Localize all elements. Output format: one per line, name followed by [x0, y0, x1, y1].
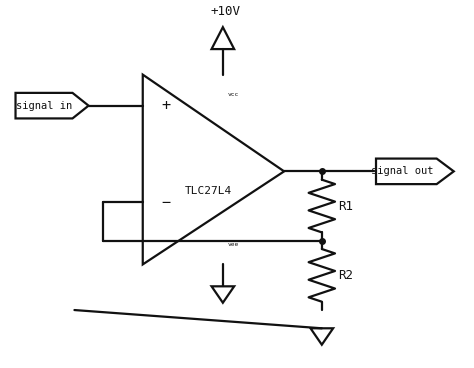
Text: R2: R2	[338, 269, 353, 282]
Text: R1: R1	[338, 199, 353, 213]
Text: TLC27L4: TLC27L4	[185, 187, 232, 197]
Text: −: −	[162, 195, 171, 210]
Text: +10V: +10V	[210, 5, 240, 18]
Text: +: +	[162, 98, 171, 113]
Text: vee: vee	[228, 242, 239, 247]
Text: vcc: vcc	[228, 92, 239, 97]
Text: signal in: signal in	[16, 101, 72, 111]
Text: signal out: signal out	[371, 166, 434, 176]
